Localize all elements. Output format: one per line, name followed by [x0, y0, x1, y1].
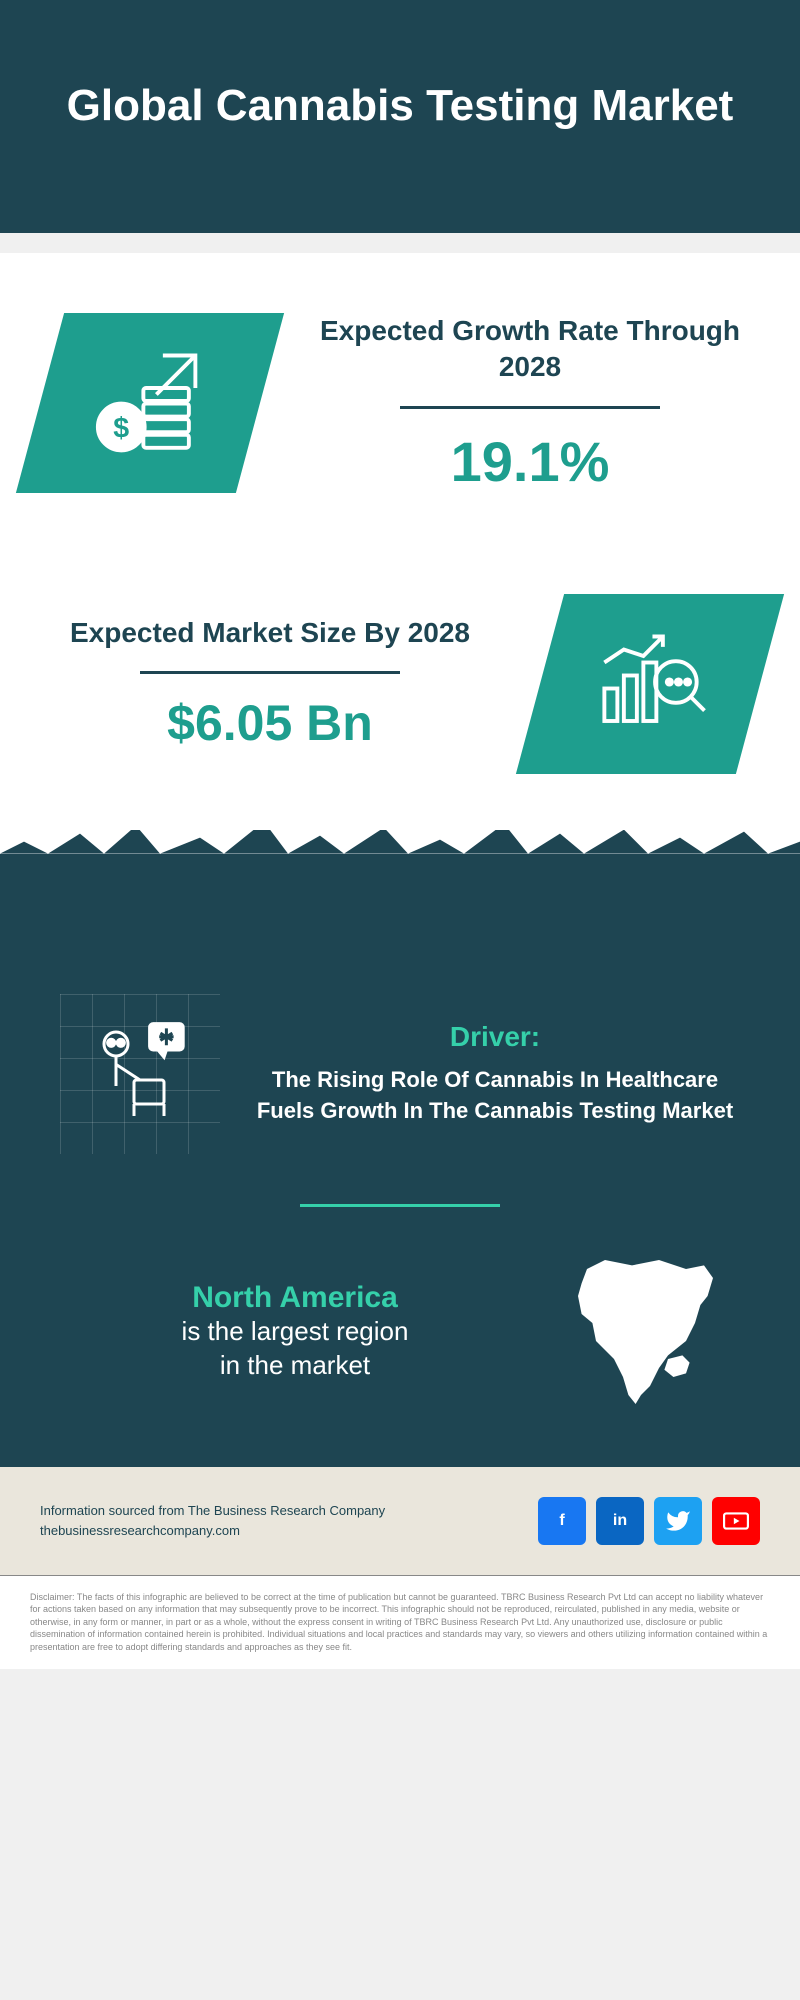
source-url: thebusinessresearchcompany.com [40, 1521, 385, 1541]
page-title: Global Cannabis Testing Market [40, 80, 760, 133]
region-text-1: is the largest region [60, 1315, 530, 1349]
chart-analysis-icon [585, 616, 715, 746]
scientist-icon [60, 994, 220, 1154]
growth-section: $ Expected Growth Rate Through 2028 19.1… [0, 253, 800, 554]
north-america-map-icon [560, 1257, 740, 1407]
divider [140, 671, 400, 674]
youtube-icon[interactable] [712, 1497, 760, 1545]
region-highlight: North America [60, 1281, 530, 1315]
footer: Information sourced from The Business Re… [0, 1467, 800, 1575]
social-links: f in [538, 1497, 760, 1545]
dark-section: Driver: The Rising Role Of Cannabis In H… [0, 954, 800, 1467]
market-value: $6.05 Bn [40, 694, 500, 752]
spacer [0, 233, 800, 253]
header-banner: Global Cannabis Testing Market [0, 0, 800, 233]
facebook-icon[interactable]: f [538, 1497, 586, 1545]
divider [300, 1204, 500, 1207]
driver-label: Driver: [250, 1021, 740, 1053]
skyline-graphic [0, 854, 800, 954]
twitter-icon[interactable] [654, 1497, 702, 1545]
growth-value: 19.1% [300, 429, 760, 494]
driver-description: The Rising Role Of Cannabis In Healthcar… [250, 1065, 740, 1127]
svg-text:$: $ [113, 412, 129, 444]
money-growth-icon: $ [85, 336, 215, 466]
market-label: Expected Market Size By 2028 [40, 615, 500, 651]
market-section: Expected Market Size By 2028 $6.05 Bn [0, 554, 800, 854]
market-icon-box [516, 594, 784, 774]
region-text-2: in the market [60, 1349, 530, 1383]
disclaimer-text: Disclaimer: The facts of this infographi… [0, 1575, 800, 1669]
linkedin-icon[interactable]: in [596, 1497, 644, 1545]
source-text: Information sourced from The Business Re… [40, 1501, 385, 1521]
growth-label: Expected Growth Rate Through 2028 [300, 313, 760, 386]
divider [400, 406, 660, 409]
growth-icon-box: $ [16, 313, 284, 493]
